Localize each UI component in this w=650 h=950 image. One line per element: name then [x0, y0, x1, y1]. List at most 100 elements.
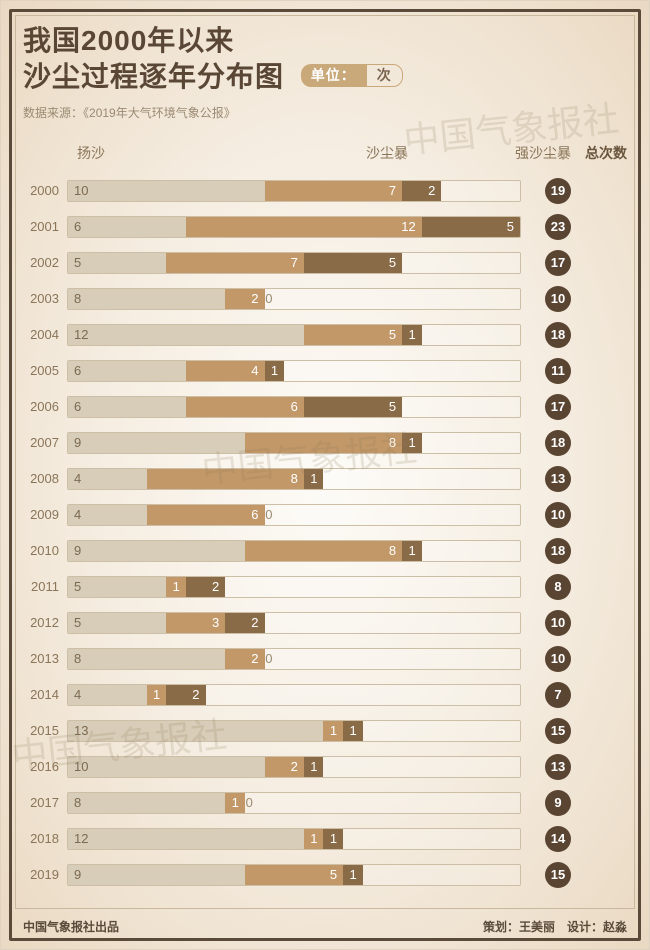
segment-shachenbao: 7: [265, 181, 403, 201]
data-row: 2009460 10: [23, 497, 627, 533]
data-row: 2003820 10: [23, 281, 627, 317]
year-label: 2003: [23, 291, 67, 306]
total-badge: 8: [545, 574, 571, 600]
segment-shachenbao: 1: [304, 829, 324, 849]
bar-track: 575: [67, 252, 521, 274]
segment-shachenbao: 5: [245, 865, 343, 885]
footer-publisher: 中国气象报社出品: [23, 918, 119, 935]
bar-track: 532: [67, 612, 521, 634]
legend-a: 扬沙: [77, 143, 297, 163]
data-row: 201382010: [23, 641, 627, 677]
segment-qiangshachenbao: 0: [245, 793, 259, 813]
data-row: 201098118: [23, 533, 627, 569]
bar-track: 6125: [67, 216, 521, 238]
bar-track: 1211: [67, 828, 521, 850]
bar-track: 810: [67, 792, 521, 814]
legend-row: 扬沙 沙尘暴 强沙尘暴 总次数: [23, 143, 627, 163]
bar-track: 412: [67, 684, 521, 706]
bar-track: 1072: [67, 180, 521, 202]
year-label: 2006: [23, 399, 67, 414]
segment-shachenbao: 2: [265, 757, 304, 777]
data-row: 2016102113: [23, 749, 627, 785]
total-badge: 14: [545, 826, 571, 852]
data-row: 2017810 9: [23, 785, 627, 821]
total-cell: 17: [521, 394, 571, 420]
segment-shachenbao: 1: [323, 721, 343, 741]
data-row: 200848113: [23, 461, 627, 497]
year-label: 2001: [23, 219, 67, 234]
data-row: 2015131115: [23, 713, 627, 749]
year-label: 2012: [23, 615, 67, 630]
segment-shachenbao: 2: [225, 649, 264, 669]
legend-c: 强沙尘暴: [477, 143, 571, 163]
total-cell: 18: [521, 430, 571, 456]
year-label: 2010: [23, 543, 67, 558]
segment-yangsha: 12: [68, 325, 304, 345]
segment-qiangshachenbao: 1: [402, 541, 422, 561]
unit-label: 单位：: [301, 64, 366, 86]
segment-qiangshachenbao: 1: [402, 325, 422, 345]
source-text: 《2019年大气环境气象公报》: [83, 106, 236, 120]
data-source: 数据来源：《2019年大气环境气象公报》: [23, 104, 627, 121]
segment-shachenbao: 6: [147, 505, 265, 525]
segment-qiangshachenbao: 2: [186, 577, 225, 597]
total-badge: 10: [545, 286, 571, 312]
bar-track: 460: [67, 504, 521, 526]
bar-track: 820: [67, 648, 521, 670]
total-cell: 17: [521, 250, 571, 276]
year-label: 2000: [23, 183, 67, 198]
total-badge: 18: [545, 538, 571, 564]
segment-qiangshachenbao: 5: [304, 253, 402, 273]
year-label: 2009: [23, 507, 67, 522]
bar-track: 512: [67, 576, 521, 598]
segment-yangsha: 8: [68, 649, 225, 669]
total-cell: 10: [521, 610, 571, 636]
segment-shachenbao: 1: [147, 685, 167, 705]
total-cell: 10: [521, 646, 571, 672]
segment-qiangshachenbao: 1: [323, 829, 343, 849]
segment-yangsha: 12: [68, 829, 304, 849]
bar-track: 1311: [67, 720, 521, 742]
data-row: 20016125 23: [23, 209, 627, 245]
segment-yangsha: 5: [68, 253, 166, 273]
unit-value: 次: [366, 64, 403, 86]
segment-shachenbao: 5: [304, 325, 402, 345]
total-cell: 14: [521, 826, 571, 852]
segment-yangsha: 9: [68, 541, 245, 561]
segment-shachenbao: 7: [166, 253, 304, 273]
total-badge: 15: [545, 862, 571, 888]
legend-total: 总次数: [571, 143, 627, 163]
segment-qiangshachenbao: 1: [343, 865, 363, 885]
segment-yangsha: 10: [68, 181, 265, 201]
total-cell: 15: [521, 862, 571, 888]
segment-yangsha: 4: [68, 505, 147, 525]
total-badge: 9: [545, 790, 571, 816]
data-row: 20144127: [23, 677, 627, 713]
data-row: 200798118: [23, 425, 627, 461]
total-cell: 10: [521, 286, 571, 312]
data-row: 2004125118: [23, 317, 627, 353]
segment-shachenbao: 1: [225, 793, 245, 813]
total-badge: 13: [545, 466, 571, 492]
total-cell: 7: [521, 682, 571, 708]
segment-yangsha: 6: [68, 217, 186, 237]
footer: 中国气象报社出品 策划：王美丽 设计：赵淼: [23, 918, 627, 935]
total-badge: 10: [545, 502, 571, 528]
bar-track: 820: [67, 288, 521, 310]
year-label: 2005: [23, 363, 67, 378]
bar-track: 1021: [67, 756, 521, 778]
year-label: 2017: [23, 795, 67, 810]
chart-title: 我国2000年以来 沙尘过程逐年分布图 单位： 次: [23, 23, 627, 96]
segment-shachenbao: 1: [166, 577, 186, 597]
segment-qiangshachenbao: 0: [265, 505, 279, 525]
segment-qiangshachenbao: 2: [402, 181, 441, 201]
data-row: 201995115: [23, 857, 627, 893]
total-cell: 19: [521, 178, 571, 204]
bar-track: 981: [67, 432, 521, 454]
total-badge: 17: [545, 250, 571, 276]
total-cell: 11: [521, 358, 571, 384]
total-badge: 23: [545, 214, 571, 240]
total-badge: 18: [545, 322, 571, 348]
segment-qiangshachenbao: 0: [265, 289, 279, 309]
segment-qiangshachenbao: 1: [304, 469, 324, 489]
